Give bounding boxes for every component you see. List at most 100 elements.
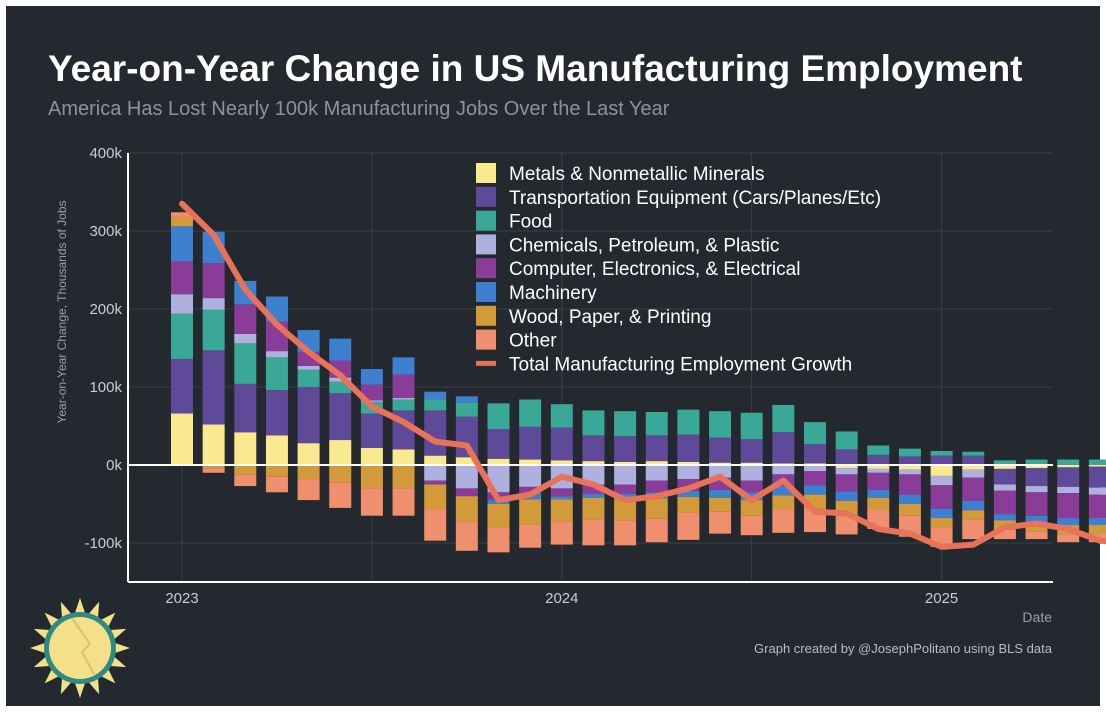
legend-label: Computer, Electronics, & Electrical [509,259,800,280]
bar-segment [519,399,542,427]
bar-segment [392,357,415,375]
bar-segment [550,404,573,428]
bar-segment [455,457,478,465]
x-axis-title: Date [1022,609,1052,625]
bar-segment [709,462,732,465]
bar-segment [265,351,288,358]
bar-segment [898,469,921,475]
bar-segment [392,399,415,411]
sun-disk [49,617,111,679]
x-tick-label: 2025 [925,590,958,607]
bar-segment [709,465,732,478]
bar-segment [1057,486,1080,494]
bar-segment [455,402,478,417]
bar-segment [171,413,193,465]
bar-segment [297,479,320,501]
credit-text: Graph created by @JosephPolitano using B… [754,641,1053,656]
bar-segment [582,484,605,494]
bar-segment [740,480,763,493]
bar-segment [740,492,763,501]
bar-segment [550,521,573,545]
legend-swatch [476,210,496,231]
bar-segment [1057,459,1080,465]
bar-segment [202,424,225,465]
bar-segment [171,294,193,314]
bar-segment [1025,486,1048,493]
legend-label: Other [509,331,557,352]
bar-segment [1088,525,1106,535]
y-axis-title: Year-on-Year Change, Thousands of Jobs [55,200,69,423]
bar-segment [614,411,637,437]
bar-segment [645,498,668,519]
sun-crack [71,617,95,675]
bar-segment [962,477,985,501]
bar-segment [1025,465,1048,469]
bar-segment [930,518,953,528]
bar-segment [645,461,668,465]
bar-segment [993,465,1016,469]
legend-swatch [476,329,496,350]
legend-label: Total Manufacturing Employment Growth [509,354,852,375]
bar-segment [329,381,352,394]
bar-segment [455,521,478,551]
bar-segment [709,437,732,463]
bar-segment [898,465,921,470]
bar-segment [1025,531,1048,540]
bar-segment [1057,534,1080,543]
bar-segment [1025,492,1048,516]
bar-segment [424,391,447,400]
bar-segment [898,448,921,457]
bar-segment [614,461,637,465]
bar-segment [1088,465,1106,467]
bar-segment [645,518,668,543]
bar-segment [582,410,605,436]
bar-segment [329,393,352,441]
bar-segment [424,399,447,411]
bar-segment [677,409,700,435]
legend: Metals & Nonmetallic Minerals Transportat… [476,163,881,375]
y-tick-label: -100k [84,535,122,552]
bar-segment [360,447,383,465]
bar-segment [898,456,921,465]
bar-segment [424,480,447,485]
bar-segment [1088,487,1106,495]
x-tick-labels: 2023 2024 2025 [165,590,958,607]
bar-segment [772,404,795,433]
bar-segment [835,474,858,492]
bar-segment [202,298,225,310]
bar-segment [171,226,193,262]
bar-segment [835,431,858,450]
bar-segment [962,469,985,478]
bar-segment [962,500,985,511]
bar-segment [962,451,985,456]
bar-segment [519,499,542,525]
bar-segment [614,484,637,494]
legend-swatch [476,163,496,183]
bar-segment [582,435,605,462]
bar-segment [993,468,1016,485]
bar-segment [519,426,542,460]
bar-segment [804,443,826,464]
bar-segment [1088,459,1106,465]
bar-segment [202,465,225,469]
bar-segment [740,500,763,516]
bar-segment [360,369,383,385]
bar-segment [930,455,953,465]
bar-segment [614,520,637,546]
x-tick-label: 2024 [545,590,578,607]
bar-segment [677,434,700,462]
bar-segment [930,508,953,519]
bar-segment [519,524,542,548]
bar-segment [930,450,953,456]
bar-segment [519,459,542,465]
bar-segment [487,527,510,553]
bar-segment [993,460,1016,465]
bar-segment [550,496,573,500]
bar-segment [455,465,478,489]
bar-segment [424,484,447,510]
y-tick-label: 200k [89,301,122,318]
bar-segment [202,262,225,299]
bar-segment [297,365,320,370]
bar-segment [740,439,763,463]
